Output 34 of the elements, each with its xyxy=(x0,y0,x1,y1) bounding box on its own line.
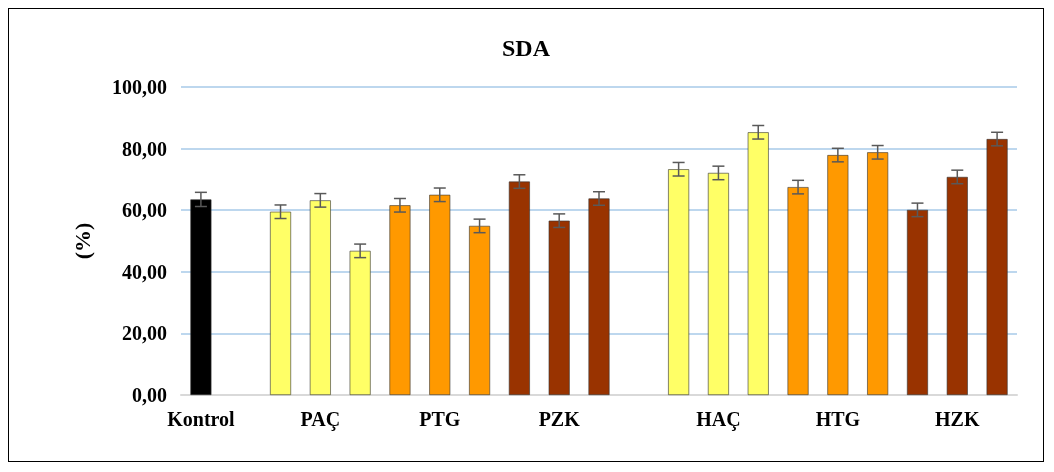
y-axis-title: (%) xyxy=(69,222,95,260)
bar xyxy=(270,211,292,395)
bar xyxy=(309,200,331,395)
x-tick-label: PAÇ xyxy=(300,408,341,431)
x-tick-label: HAÇ xyxy=(696,408,741,431)
bar xyxy=(946,176,968,395)
x-tick-label: HTG xyxy=(815,408,861,430)
y-tick-label: 20,00 xyxy=(122,322,167,345)
y-tick-label: 0,00 xyxy=(132,384,167,406)
chart-title: SDA xyxy=(501,35,551,61)
bar xyxy=(508,181,530,395)
y-tick-label: 60,00 xyxy=(122,199,167,222)
bar xyxy=(389,205,411,395)
bar xyxy=(548,220,570,395)
x-tick-label: Kontrol xyxy=(167,408,236,430)
bar xyxy=(469,225,491,395)
bar xyxy=(986,139,1008,395)
y-tick-label: 80,00 xyxy=(122,137,167,160)
x-tick-label: PTG xyxy=(419,408,461,430)
bar xyxy=(906,209,928,395)
bar xyxy=(349,250,371,395)
bar xyxy=(787,187,809,395)
x-tick-label: HZK xyxy=(935,408,980,430)
bar xyxy=(747,132,769,395)
y-tick-label: 100,00 xyxy=(112,76,167,98)
bar xyxy=(827,155,849,395)
bar xyxy=(429,194,451,395)
bar xyxy=(668,169,690,395)
bar xyxy=(707,172,729,395)
x-tick-label: PZK xyxy=(538,408,581,430)
y-tick-label: 40,00 xyxy=(122,260,167,283)
bar xyxy=(588,198,610,395)
bar xyxy=(867,152,889,395)
bar xyxy=(190,199,212,395)
